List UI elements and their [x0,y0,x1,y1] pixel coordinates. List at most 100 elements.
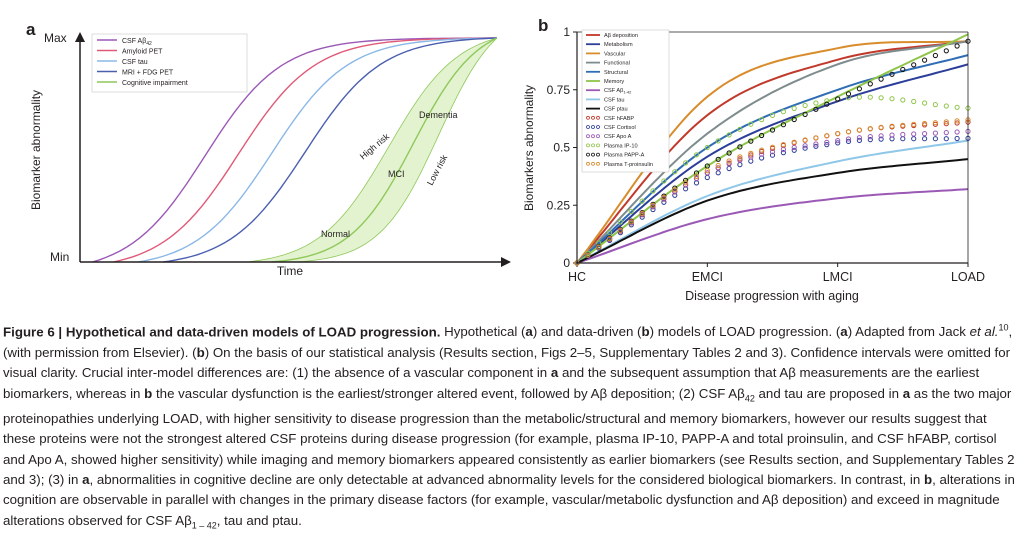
y-min-label: Min [50,250,69,264]
legend-label-csf-tau: CSF tau [604,97,625,103]
legend-label-csf-ptau: CSF ptau [604,107,628,113]
series-marker [780,146,787,153]
series-marker [954,129,960,135]
series-marker [672,187,678,193]
series-marker [791,147,797,153]
series-marker [911,62,917,68]
series-marker [607,236,613,242]
series-marker [737,154,743,160]
series-line-csf-ptau [576,158,969,264]
series-marker [867,137,873,143]
series-marker [704,144,710,151]
series-marker [650,202,656,208]
panel-b-ticks: 0 0.25 0.5 0.75 1 HC EMCI LMCI LOAD [547,25,985,284]
normal-label: Normal [321,229,350,239]
series-marker [780,150,787,156]
panel-a-x-axis-title: Time [277,264,304,278]
series-marker [867,126,873,132]
panel-a-x-arrow [501,257,511,267]
series-marker [585,252,591,258]
series-marker [715,156,721,162]
series-marker [759,117,765,123]
series-marker [954,104,960,110]
series-marker [878,124,884,130]
legend-label-memory: Memory [604,79,624,85]
series-marker [856,127,863,133]
legend-label-metabolism: Metabolism [604,42,633,48]
panel-b-legend: Aβ deposition Metabolism Vascular Functiona… [581,29,670,173]
series-marker [628,219,634,225]
series-marker [922,131,928,137]
series-marker [954,43,960,49]
series-marker [943,121,949,127]
legend-swatch-csf-cortisol [586,125,590,129]
series-marker [704,168,710,174]
legend-label-plasma-t-proinsulin: Plasma T-proinsulin [604,162,653,168]
series-marker [769,127,776,133]
legend-label-csf-a-42: CSF Aβ42 [122,38,152,47]
series-marker [878,133,884,139]
curve-amyloid-pet [113,37,497,263]
series-marker [911,121,917,128]
series-marker [802,137,808,143]
panel-a-legend-box [91,33,248,93]
series-marker [867,94,873,100]
series-marker [889,71,895,77]
series-marker [769,144,776,150]
series-marker [889,123,895,129]
legend-swatch-plasma-t-proinsulin [596,161,600,166]
series-marker [596,244,602,250]
series-marker [856,94,863,100]
series-marker [748,154,754,160]
series-marker [661,178,667,184]
series-marker [769,112,776,119]
series-marker [954,135,960,142]
series-marker [780,142,787,148]
legend-label-functional: Functional [604,61,630,67]
series-marker [748,121,754,127]
series-marker [932,120,939,126]
series-marker [769,152,776,158]
series-marker [856,86,863,92]
series-marker [900,136,906,142]
series-marker [813,100,819,106]
series-line-functional [576,40,969,264]
x-tick-label: LMCI [823,270,853,284]
series-marker [693,152,700,158]
panel-a: a Max Min Biomarker abnormality Time CSF… [26,20,511,278]
series-marker [802,145,808,151]
series-marker [824,139,830,145]
dementia-label: Dementia [419,110,458,120]
legend-label-plasma-ip-10: Plasma IP-10 [604,143,638,149]
legend-label-plasma-papp-a: Plasma PAPP-A [604,153,645,159]
series-marker [845,138,852,144]
low-risk-label: Low risk [425,153,450,187]
panel-a-curves [92,37,498,263]
series-marker [726,132,732,138]
series-marker [693,180,700,186]
series-marker [845,129,852,135]
series-marker [726,165,732,172]
series-marker [932,102,939,108]
series-line-a-deposition [576,40,969,264]
series-marker [628,208,634,215]
series-marker [791,105,797,112]
legend-swatch-csf-hfabp [586,115,590,120]
series-marker [661,194,667,200]
x-tick-label: HC [568,270,586,284]
series-marker [683,180,689,186]
series-marker [835,131,841,137]
series-marker [954,120,960,126]
series-marker [922,100,928,106]
series-marker [780,122,787,128]
series-line-csf-tau [576,139,969,264]
series-marker [943,119,949,125]
series-marker [900,97,906,103]
series-marker [878,136,884,142]
series-marker [889,136,895,142]
series-marker [672,188,678,194]
series-marker [813,135,819,141]
figure-caption: Figure 6 | Hypothetical and data-driven … [3,318,1018,536]
series-marker [737,144,743,150]
legend-swatch-csf-cortisol [596,125,600,129]
